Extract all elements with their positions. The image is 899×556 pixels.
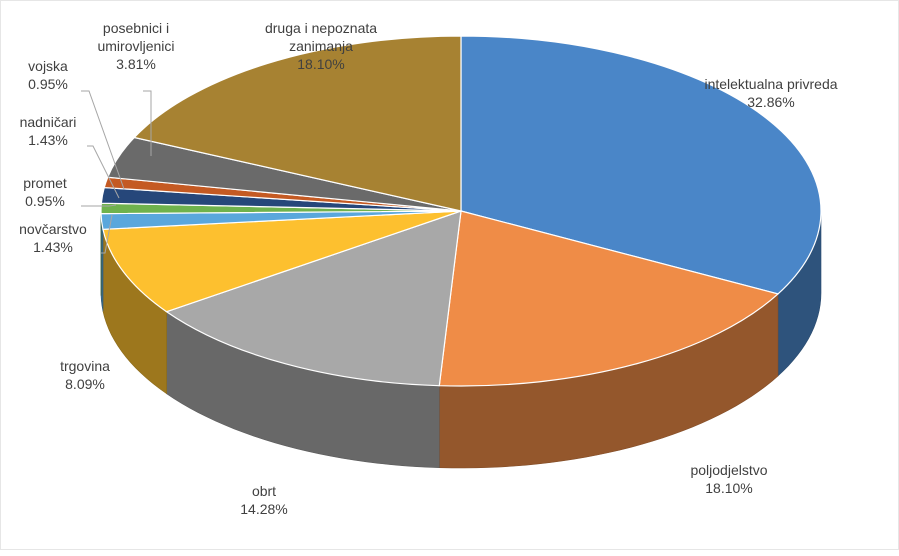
- data-label-value-6: 1.43%: [28, 132, 68, 148]
- data-label-name-7: vojska: [28, 58, 68, 74]
- data-label-value-3: 8.09%: [65, 376, 105, 392]
- data-label-name-2: obrt: [252, 483, 276, 499]
- data-label-name-1: poljodjelstvo: [690, 462, 767, 478]
- data-label-value-0: 32.86%: [747, 94, 794, 110]
- data-label-value-4: 1.43%: [33, 239, 73, 255]
- data-label-3: trgovina 8.09%: [60, 358, 110, 392]
- data-label-name-8: umirovljenici: [97, 38, 174, 54]
- data-label-value-8: 3.81%: [116, 56, 156, 72]
- data-label-8: posebnici i umirovljenici 3.81%: [97, 20, 174, 72]
- data-label-1: poljodjelstvo 18.10%: [690, 462, 767, 496]
- data-label-value-5: 0.95%: [25, 193, 65, 209]
- data-label-name-9: druga i nepoznata: [265, 20, 377, 36]
- data-label-name-8: posebnici i: [103, 20, 169, 36]
- data-label-value-7: 0.95%: [28, 76, 68, 92]
- data-label-name-5: promet: [23, 175, 67, 191]
- data-label-6: nadničari 1.43%: [20, 114, 77, 148]
- data-label-name-9: zanimanja: [289, 38, 353, 54]
- data-label-4: novčarstvo 1.43%: [19, 221, 87, 255]
- data-label-name-0: intelektualna privreda: [704, 76, 837, 92]
- data-label-2: obrt 14.28%: [240, 483, 287, 517]
- data-label-7: vojska 0.95%: [28, 58, 68, 92]
- data-label-value-9: 18.10%: [297, 56, 344, 72]
- data-label-name-3: trgovina: [60, 358, 110, 374]
- data-label-5: promet 0.95%: [23, 175, 67, 209]
- data-label-name-6: nadničari: [20, 114, 77, 130]
- data-label-name-4: novčarstvo: [19, 221, 87, 237]
- data-label-value-2: 14.28%: [240, 501, 287, 517]
- data-label-value-1: 18.10%: [705, 480, 752, 496]
